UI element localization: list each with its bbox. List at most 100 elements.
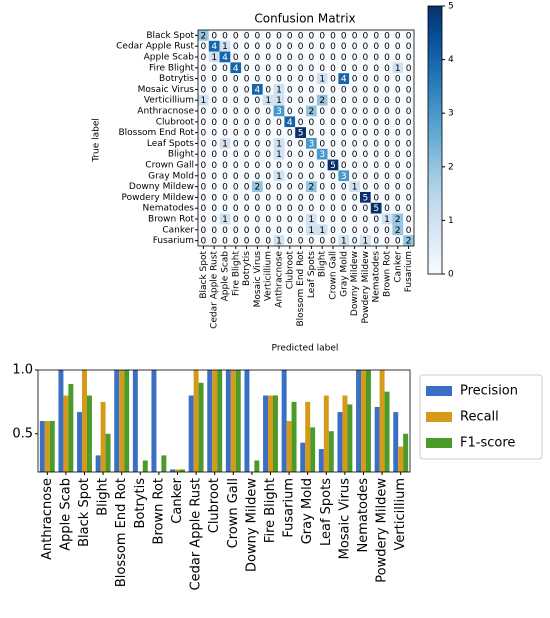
x-tick-label: Apple Scab bbox=[58, 478, 73, 551]
cell-label: 0 bbox=[211, 150, 217, 160]
cell bbox=[241, 148, 252, 160]
bar bbox=[170, 469, 176, 472]
cell bbox=[370, 73, 382, 84]
cell-label: 0 bbox=[341, 118, 347, 128]
cell bbox=[198, 40, 209, 52]
cell-label: 0 bbox=[276, 183, 282, 193]
cell-label: 0 bbox=[309, 75, 315, 85]
cell-label: 0 bbox=[298, 183, 304, 193]
cell bbox=[327, 62, 339, 74]
cell-label: 0 bbox=[406, 139, 412, 149]
cell bbox=[316, 40, 328, 52]
cell bbox=[252, 127, 263, 138]
cell bbox=[327, 181, 339, 192]
cell-label: 0 bbox=[201, 53, 207, 63]
bar bbox=[212, 370, 218, 472]
legend-swatch bbox=[426, 438, 452, 448]
cell bbox=[403, 40, 414, 52]
cell-label: 0 bbox=[222, 107, 228, 117]
cell-label: 0 bbox=[222, 31, 228, 41]
cell-label: 0 bbox=[211, 204, 217, 214]
cell bbox=[392, 192, 404, 203]
cell-label: 0 bbox=[319, 129, 325, 139]
cell-label: 0 bbox=[352, 42, 358, 52]
cell-label: 0 bbox=[384, 237, 390, 247]
cell-label: 0 bbox=[373, 161, 379, 171]
cell-label: 0 bbox=[211, 139, 217, 149]
cell-label: 0 bbox=[255, 193, 261, 203]
cell bbox=[338, 224, 350, 236]
bar bbox=[272, 395, 278, 472]
cell bbox=[306, 105, 317, 117]
cell bbox=[230, 30, 242, 41]
cell-label: 0 bbox=[352, 172, 358, 182]
cell-label: 0 bbox=[330, 237, 336, 247]
cell bbox=[219, 62, 231, 74]
bar bbox=[281, 370, 287, 472]
cell-label: 0 bbox=[330, 31, 336, 41]
cell-label: 0 bbox=[287, 193, 293, 203]
cell-label: 1 bbox=[352, 183, 358, 193]
cell bbox=[316, 105, 328, 117]
bars bbox=[39, 370, 409, 472]
cell bbox=[273, 84, 285, 95]
cell-label: 0 bbox=[352, 161, 358, 171]
cell bbox=[360, 170, 371, 182]
x-tick-label: Blight bbox=[96, 478, 111, 516]
cell-label: 0 bbox=[287, 139, 293, 149]
cell-label: 0 bbox=[211, 226, 217, 236]
bar bbox=[179, 469, 185, 472]
cell bbox=[306, 30, 317, 41]
cell bbox=[219, 40, 231, 52]
cell bbox=[219, 148, 231, 160]
cell bbox=[284, 116, 296, 128]
cell bbox=[327, 213, 339, 225]
cell-label: 0 bbox=[201, 42, 207, 52]
cell-label: 4 bbox=[222, 53, 228, 63]
cell bbox=[327, 51, 339, 63]
cell-label: 0 bbox=[395, 42, 401, 52]
bar bbox=[142, 460, 148, 472]
cell bbox=[338, 105, 350, 117]
cell bbox=[208, 224, 220, 236]
cell-label: 0 bbox=[406, 161, 412, 171]
y-tick-label: Blossom End Rot bbox=[118, 128, 194, 138]
cell bbox=[198, 213, 209, 225]
cell bbox=[284, 148, 296, 160]
cell-label: 0 bbox=[244, 237, 250, 247]
cell-label: 0 bbox=[373, 183, 379, 193]
cell bbox=[403, 116, 414, 128]
cell bbox=[295, 138, 306, 149]
cell bbox=[403, 73, 414, 84]
cell-label: 0 bbox=[255, 226, 261, 236]
cell-label: 0 bbox=[319, 85, 325, 95]
cell bbox=[349, 224, 360, 236]
cell bbox=[327, 235, 339, 246]
cell bbox=[403, 170, 414, 182]
x-tick-label: Verticillium bbox=[264, 251, 274, 301]
cell bbox=[219, 181, 231, 192]
cell bbox=[381, 30, 393, 41]
cell bbox=[306, 138, 317, 149]
cell-label: 1 bbox=[384, 215, 390, 225]
cell-label: 0 bbox=[406, 129, 412, 139]
cell bbox=[252, 170, 263, 182]
cell bbox=[327, 170, 339, 182]
cell-label: 0 bbox=[384, 204, 390, 214]
cell-label: 0 bbox=[276, 118, 282, 128]
cell-label: 4 bbox=[287, 118, 293, 128]
cell-label: 0 bbox=[201, 237, 207, 247]
cell bbox=[349, 94, 360, 106]
cell-label: 2 bbox=[406, 237, 412, 247]
cell bbox=[306, 84, 317, 95]
x-tick-label: Cedar Apple Rust bbox=[210, 251, 220, 329]
x-tick-label: Fusarium bbox=[404, 251, 414, 292]
cell-label: 0 bbox=[373, 150, 379, 160]
cell bbox=[219, 192, 231, 203]
cell bbox=[306, 148, 317, 160]
cell-label: 0 bbox=[201, 215, 207, 225]
cell-label: 0 bbox=[265, 204, 271, 214]
bar bbox=[151, 370, 157, 472]
cell-label: 0 bbox=[255, 64, 261, 74]
cell-label: 0 bbox=[233, 53, 239, 63]
